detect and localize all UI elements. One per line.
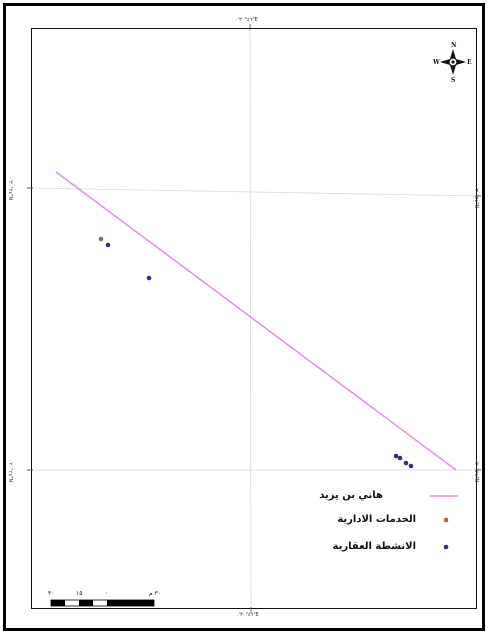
grid-label-bottom: ٤٦°٣٠'٠"E xyxy=(236,612,259,618)
graticule-meridian xyxy=(249,27,252,610)
scale-label: ٣٠ xyxy=(48,590,55,597)
east-label: E xyxy=(467,59,472,66)
map-outer-border xyxy=(3,3,485,631)
scale-label: ١٥ xyxy=(76,590,83,597)
grid-label-right-south: ٢٤°٢٠'٠"N xyxy=(473,458,480,483)
grid-label-left-south: ٢٤°٢٠'٠"N xyxy=(7,458,14,483)
map-frame xyxy=(31,28,477,609)
legend-admin-symbol xyxy=(443,517,449,523)
grid-label-left-north: ٢٤°٣٠'٠"N xyxy=(7,176,14,201)
legend-realestate-symbol xyxy=(443,544,449,550)
legend-label-road: هاني بن يزيد xyxy=(319,490,383,501)
north-arrow-icon xyxy=(440,49,466,75)
real-estate-point xyxy=(146,275,152,281)
north-label: N xyxy=(451,42,457,49)
real-estate-point xyxy=(105,242,111,248)
real-estate-point xyxy=(393,453,399,459)
scale-label: ٣٠ م xyxy=(149,590,162,597)
grid-label-top: ٤٦°٣٠'٠"E xyxy=(235,17,258,23)
scale-bar xyxy=(50,599,155,607)
south-label: S xyxy=(451,77,456,84)
admin-services-point xyxy=(98,236,104,242)
real-estate-point xyxy=(397,455,403,461)
scale-label: ٠ xyxy=(105,590,109,597)
real-estate-point xyxy=(403,460,409,466)
legend-label-realestate: الانشطة العقارية xyxy=(332,541,416,552)
legend-label-admin: الخدمات الادارية xyxy=(337,514,416,525)
grid-label-right-north: ٢٤°٣٠'٠"N xyxy=(473,184,480,209)
real-estate-point xyxy=(408,463,414,469)
graticule-parallel-north xyxy=(30,187,478,197)
road-hani-bin-yazid xyxy=(55,171,457,471)
west-label: W xyxy=(433,59,440,66)
